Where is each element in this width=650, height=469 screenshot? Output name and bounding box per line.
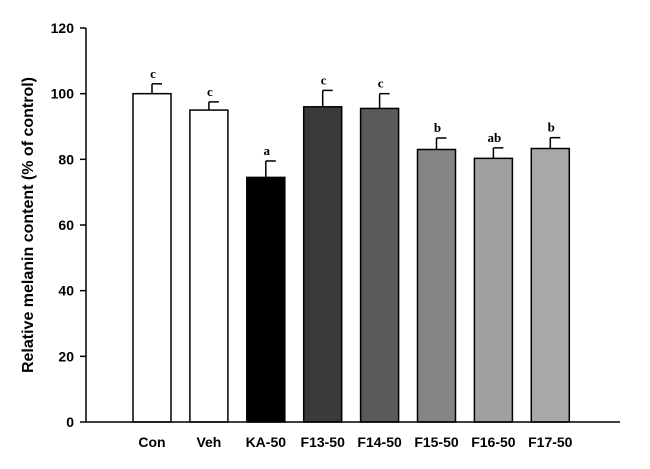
bar-ka-50 <box>246 176 286 423</box>
significance-label: b <box>548 120 555 135</box>
significance-label: ab <box>488 130 502 145</box>
bar-veh <box>189 109 229 423</box>
significance-label: c <box>378 76 384 91</box>
bars-layer: c c a c c b ab b <box>132 66 571 423</box>
x-category-label: KA-50 <box>246 434 287 450</box>
x-category-label: F13-50 <box>301 434 346 450</box>
y-tick-label: 0 <box>66 414 74 430</box>
significance-label: a <box>264 143 271 158</box>
y-tick-label: 40 <box>58 283 74 299</box>
x-category-label: F17-50 <box>528 434 573 450</box>
x-category-label: F14-50 <box>357 434 402 450</box>
y-tick-label: 100 <box>51 86 75 102</box>
bar-f15-50 <box>416 148 457 423</box>
x-category-label: F16-50 <box>471 434 516 450</box>
significance-label: b <box>434 120 441 135</box>
x-category-label: Con <box>138 434 165 450</box>
y-axis-title: Relative melanin content (% of control) <box>20 77 37 373</box>
significance-label: c <box>207 84 213 99</box>
x-category-label: F15-50 <box>414 434 459 450</box>
significance-label: c <box>321 72 327 87</box>
bar-f13-50 <box>302 106 343 423</box>
bar-f17-50 <box>530 147 571 423</box>
y-tick-label: 80 <box>58 151 74 167</box>
y-tick-label: 60 <box>58 217 74 233</box>
bar-con <box>132 92 172 423</box>
bar-f14-50 <box>359 107 400 423</box>
bar-f16-50 <box>473 157 514 423</box>
y-tick-label: 120 <box>51 20 75 36</box>
y-ticks-layer: 0 20 40 60 80 100 120 <box>51 20 86 430</box>
x-category-label: Veh <box>196 434 221 450</box>
y-tick-label: 20 <box>58 348 74 364</box>
x-category-labels: Con Veh KA-50 F13-50 F14-50 F15-50 F16-50 F17-5… <box>138 434 572 450</box>
significance-label: c <box>150 66 156 81</box>
